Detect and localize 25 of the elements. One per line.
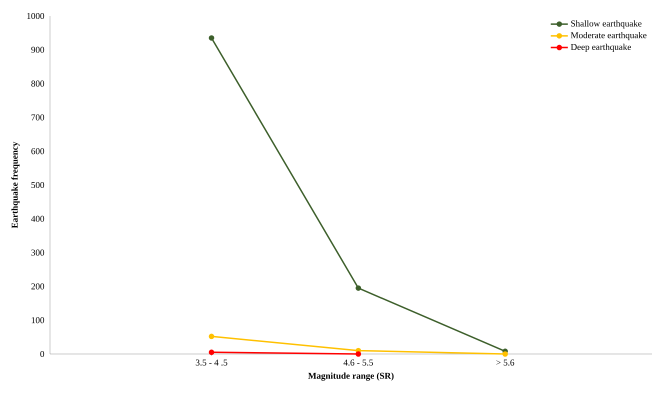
y-tick-label: 600	[31, 148, 44, 154]
legend-label: Deep earthquake	[570, 44, 631, 52]
legend-label: Moderate earthquake	[570, 32, 646, 40]
point	[356, 351, 362, 357]
point	[502, 351, 508, 357]
y-tick-label: 300	[31, 250, 44, 256]
y-tick-label: 0	[40, 350, 44, 358]
point	[208, 334, 214, 340]
y-tick-label: 1000	[27, 12, 44, 20]
y-tick-label: 100	[32, 317, 44, 324]
y-tick-label: 400	[31, 216, 44, 222]
legend-label: Shallow earthquake	[571, 20, 642, 28]
y-tick-label: 700	[32, 114, 44, 120]
y-tick-label: 800	[31, 80, 44, 87]
y-tick-label: 900	[31, 46, 44, 53]
point	[208, 350, 214, 356]
y-axis-title: Earthquake frequency	[11, 142, 20, 228]
x-tick-label: 4.6 - 5.5	[344, 360, 373, 366]
y-tick-label: 500	[31, 182, 44, 188]
x-tick-label: 3.5 - 4 .5	[196, 360, 228, 366]
y-tick-label: 200	[31, 283, 44, 290]
point	[356, 285, 362, 291]
point	[208, 35, 214, 41]
x-axis-title: Magnitude range (SR)	[308, 372, 394, 381]
x-tick-label: > 5.6	[496, 360, 514, 366]
